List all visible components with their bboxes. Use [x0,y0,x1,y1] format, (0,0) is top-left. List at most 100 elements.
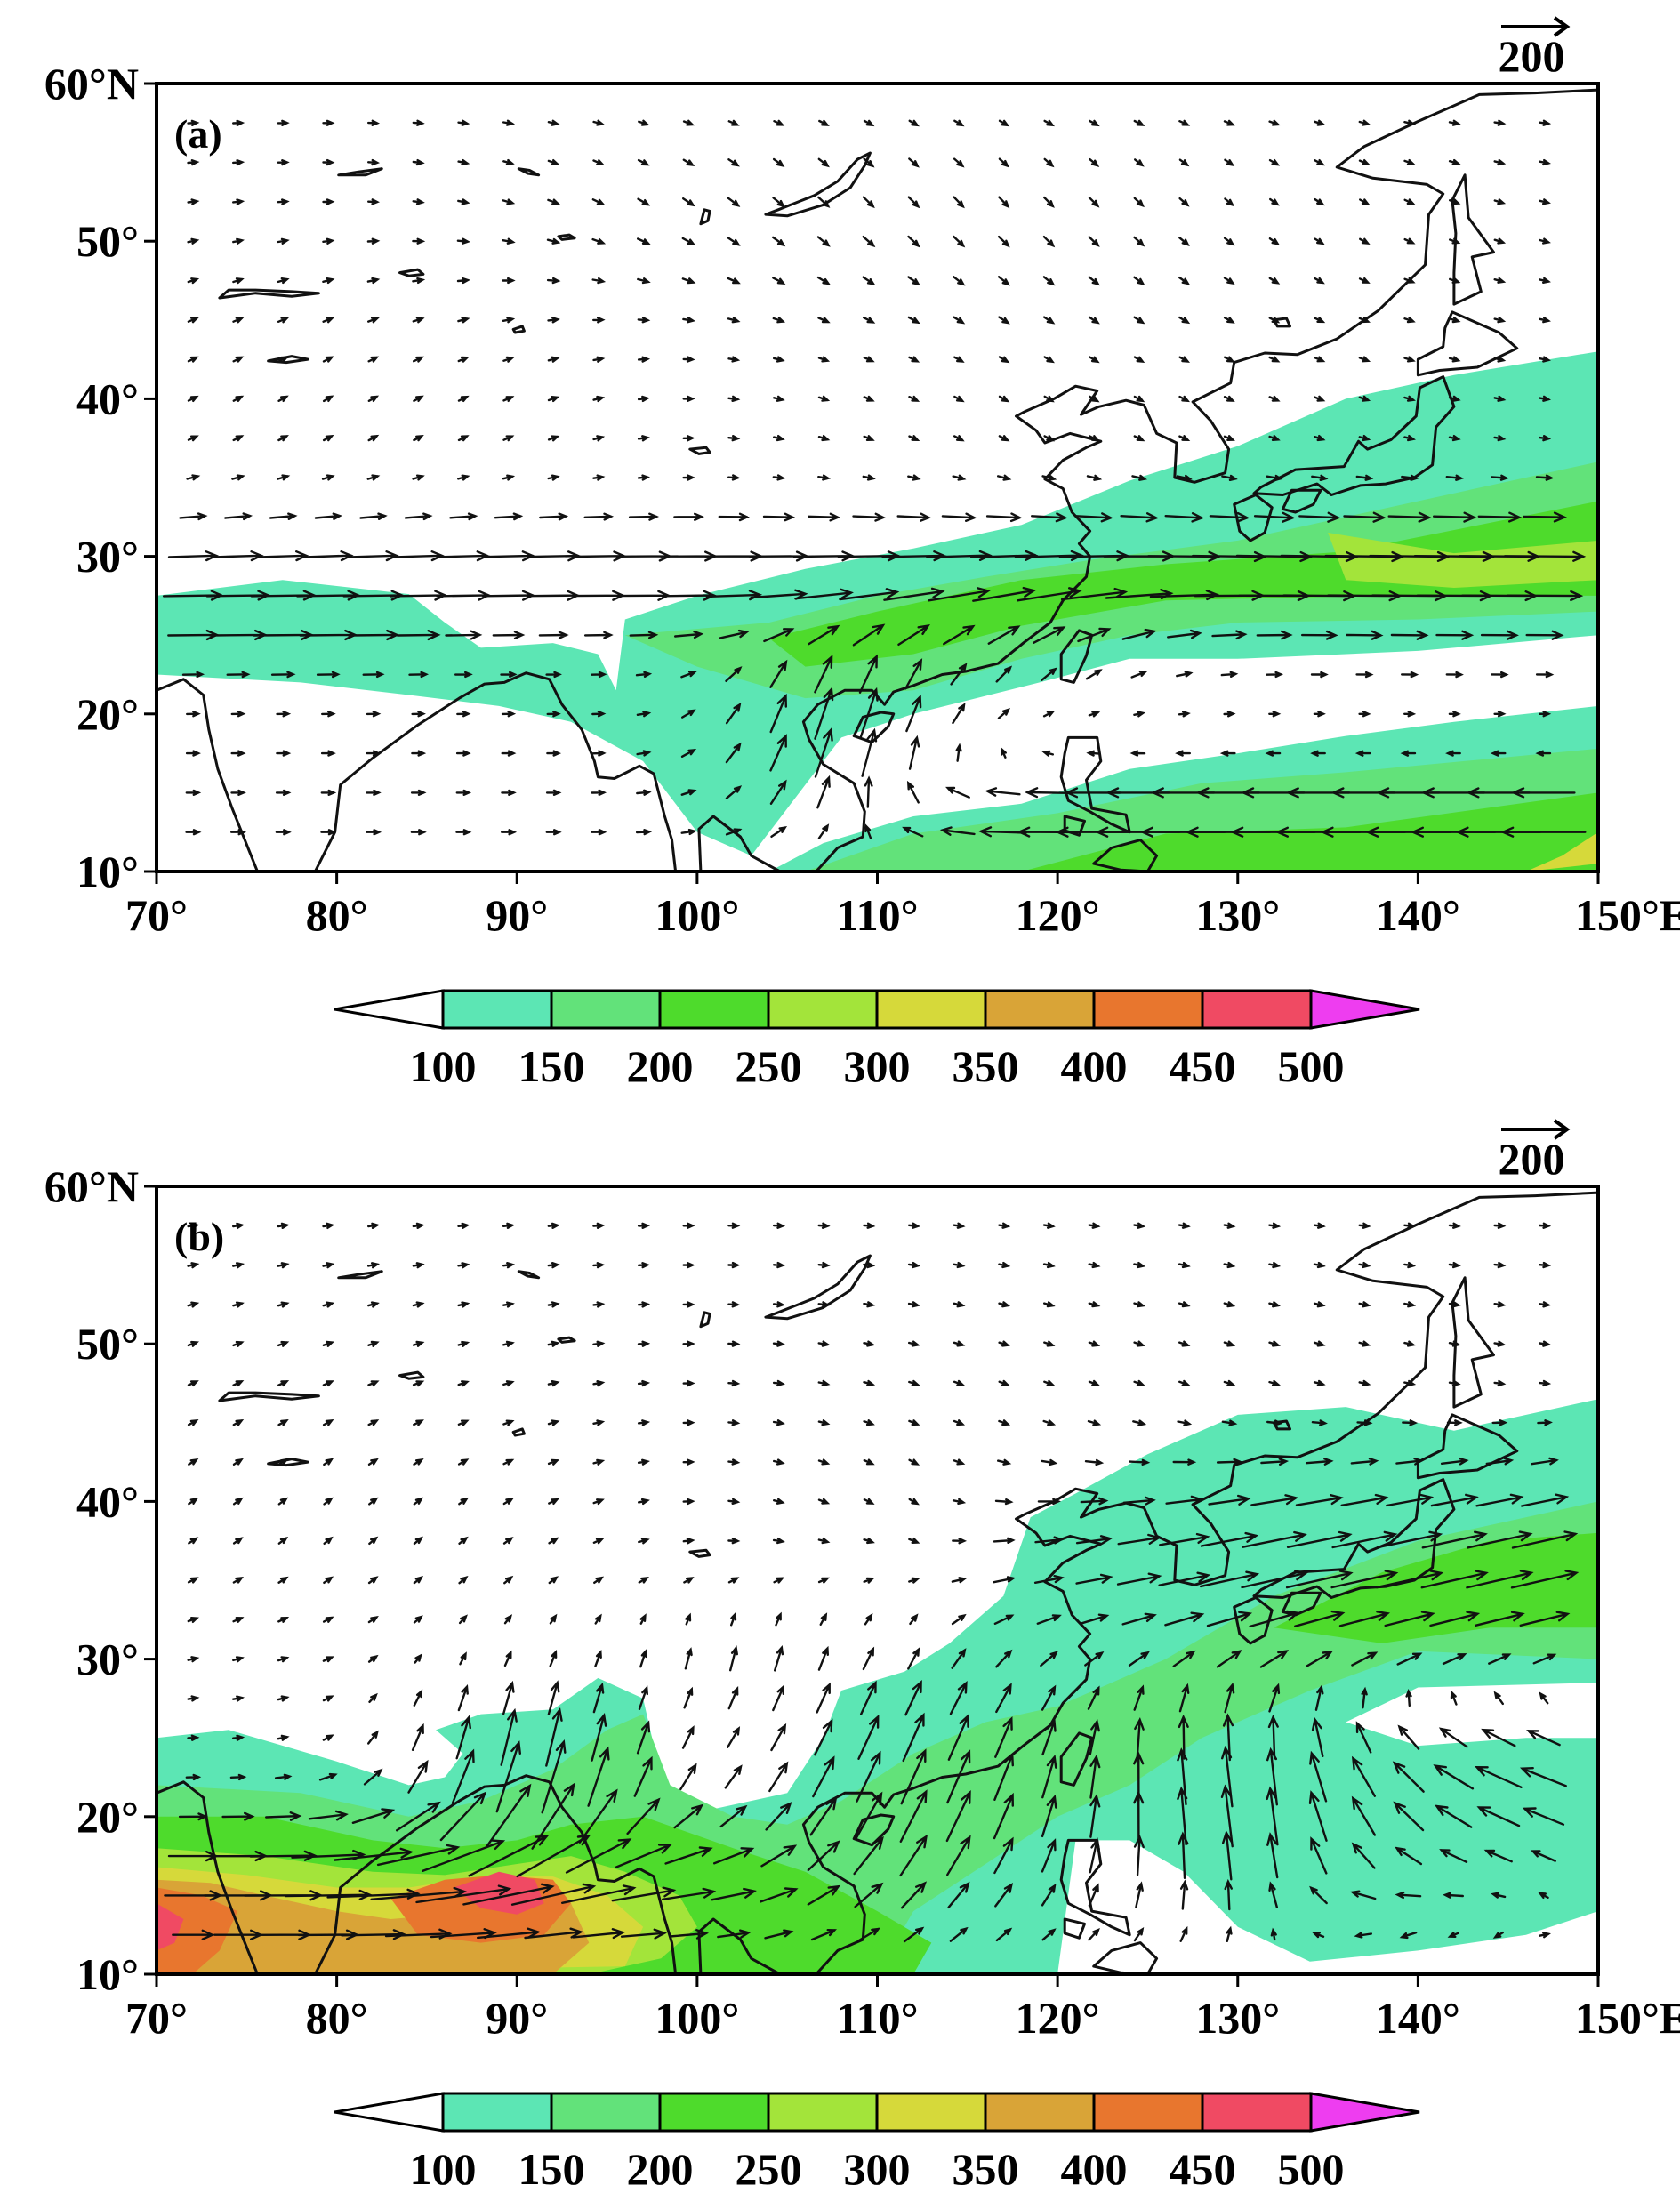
wind-vector [167,550,219,562]
wind-vector [908,395,920,402]
wind-vector [1133,395,1145,403]
wind-vector [549,1650,558,1667]
wind-vector [527,590,581,601]
wind-vector [1176,474,1193,481]
wind-vector [772,236,786,247]
wind-vector [1522,1807,1565,1826]
lake-balkhash [218,288,320,300]
wind-vector [817,317,831,324]
wind-vector [685,1612,692,1626]
colorbar-segment [658,2092,770,2133]
wind-vector [367,1616,379,1624]
lat-tick-label: 30° [76,532,139,582]
wind-vector-layer [162,119,1587,839]
wind-vector [457,1419,470,1426]
wind-vector [186,711,201,718]
wind-vector [817,157,830,168]
colorbar-label: 200 [627,2144,694,2194]
wind-vector [1033,1575,1065,1584]
lat-tick-label: 30° [76,1635,139,1684]
wind-vector [1128,1651,1150,1667]
small-lake-2 [517,167,541,177]
wind-vector [232,277,245,285]
wind-vector [351,1808,396,1824]
wind-vector [502,198,516,205]
wind-vector [495,1740,521,1813]
wind-vector [682,356,695,363]
wind-vector [1270,1927,1277,1941]
wind-vector [415,1884,512,1904]
wind-vector [591,277,607,285]
wind-vector [232,435,245,442]
wind-vector [322,1380,334,1387]
wind-vector [1133,356,1145,364]
lat-tick-label: 40° [76,1476,139,1526]
wind-vector [457,317,470,324]
wind-vector [1405,1688,1412,1707]
wind-vector [1331,1530,1398,1549]
wind-vector [1403,395,1416,402]
wind-vector [682,1301,695,1308]
lake-uvs [557,233,576,241]
wind-vector [1089,356,1100,364]
wind-vector [322,1418,334,1426]
wind-vector [808,512,841,522]
wind-vector [500,1707,518,1766]
wind-vector [1224,158,1235,167]
wind-vector [1268,1222,1282,1229]
wind-vector [1475,1611,1525,1627]
wind-vector [592,1340,606,1347]
wind-vector [412,198,425,205]
colorbar-label: 400 [1061,2144,1128,2194]
wind-vector [1222,1713,1234,1762]
wind-vector [232,159,245,166]
wind-vector [727,1726,741,1748]
wind-vector [1041,1458,1058,1466]
wind-vector [187,1577,199,1584]
wind-vector [1477,511,1523,523]
wind-vector [1121,1612,1157,1626]
colorbar-segment [767,989,879,1030]
wind-vector [951,1648,967,1669]
wind-vector [1519,1611,1571,1627]
wind-vector [684,1647,693,1670]
wind-vector [817,1340,831,1347]
wind-vector [269,512,298,520]
wind-vector [1084,1651,1105,1667]
wind-vector [1376,1570,1444,1589]
shaded-region-6 [157,1879,590,1974]
sakhalin [1451,173,1495,306]
japan-honshu [1252,375,1456,496]
wind-vector [367,1458,379,1466]
wind-vector [814,1718,833,1756]
wind-vector [1089,1794,1101,1838]
wind-vector [178,1812,208,1821]
wind-vector [727,1261,741,1269]
wind-vector [185,829,202,836]
indian-coast-east [313,671,678,872]
lake-khanka [1272,1419,1291,1431]
wind-vector [907,276,920,286]
wind-vector [1523,511,1567,523]
wind-vector [729,1645,738,1672]
shading-layer [157,1399,1598,1974]
wind-vector [591,789,607,796]
wind-vector [1178,158,1190,167]
wind-vector [412,237,426,245]
colorbar-segment [550,2092,662,2133]
wind-vector [1088,276,1100,286]
wind-vector [1178,1261,1191,1269]
wind-vector [322,317,335,324]
wind-vector [1476,1806,1521,1827]
wind-vector [1075,1535,1113,1545]
wind-vector [413,1497,424,1506]
wind-vector [1433,1764,1475,1790]
wind-vector [411,1723,424,1751]
wind-vector [547,1222,560,1229]
lat-tick-label: 60°N [44,59,139,108]
wind-vector [637,1340,651,1347]
wind-vector [907,474,921,481]
wind-vector [457,1301,470,1308]
wind-vector [277,1458,289,1466]
wind-vector [367,1419,380,1426]
